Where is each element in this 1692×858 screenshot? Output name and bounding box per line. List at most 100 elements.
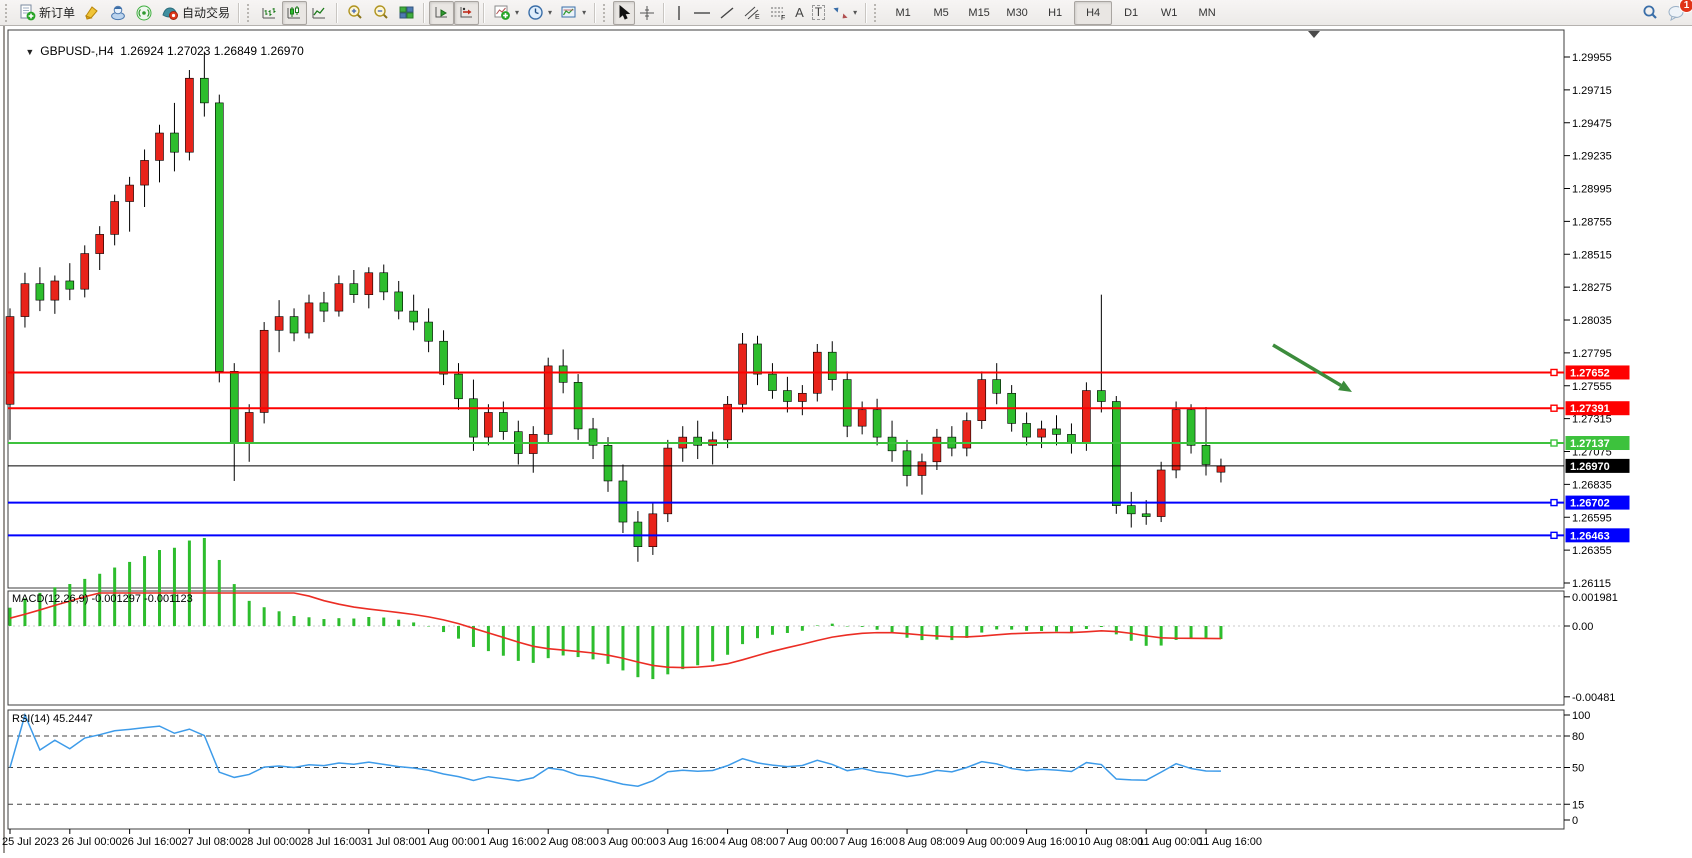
timeframe-m1-button[interactable]: M1 bbox=[895, 6, 911, 19]
svg-text:1.26835: 1.26835 bbox=[1572, 479, 1612, 491]
text-tool-button[interactable]: A bbox=[791, 1, 808, 25]
candle bbox=[200, 77, 209, 104]
toolbar-grip[interactable] bbox=[5, 3, 12, 22]
svg-text:-0.00481: -0.00481 bbox=[1572, 692, 1615, 704]
candle bbox=[439, 340, 448, 375]
svg-text:1.29235: 1.29235 bbox=[1572, 151, 1612, 163]
price-badge bbox=[1565, 365, 1630, 380]
fibonacci-tool-button[interactable]: F bbox=[765, 1, 791, 25]
candle bbox=[319, 302, 329, 312]
svg-text:31 Jul 08:00: 31 Jul 08:00 bbox=[361, 836, 421, 848]
notifications-button[interactable]: 1 bbox=[1663, 0, 1692, 25]
candle bbox=[1126, 505, 1136, 515]
price-chart[interactable]: 1.29955 1.29715 1.29475 1.29235 1.28995 1.287… bbox=[0, 26, 1692, 853]
candle bbox=[349, 283, 359, 295]
macd-signal-line bbox=[9, 592, 1221, 669]
candle bbox=[229, 371, 239, 443]
profile-button[interactable] bbox=[105, 1, 131, 25]
candle bbox=[618, 480, 628, 523]
svg-text:1.27652: 1.27652 bbox=[1570, 367, 1610, 379]
toolbar-separator bbox=[865, 2, 868, 23]
timeframe-m15-button[interactable]: M15 bbox=[968, 6, 990, 19]
drawn-arrow-object[interactable] bbox=[1272, 343, 1342, 387]
highlighter-button[interactable] bbox=[79, 1, 105, 25]
svg-text:1.26595: 1.26595 bbox=[1572, 512, 1612, 524]
timeframe-m5-button[interactable]: M5 bbox=[933, 6, 949, 19]
chart-shift-marker[interactable] bbox=[1308, 31, 1320, 38]
timeframe-d1-button[interactable]: D1 bbox=[1124, 6, 1139, 19]
new-order-label: 新订单 bbox=[39, 6, 76, 20]
candle bbox=[543, 365, 553, 435]
svg-text:1.28995: 1.28995 bbox=[1572, 184, 1612, 196]
arrows-tool-button[interactable]: ▾ bbox=[829, 1, 861, 25]
indicators-button[interactable]: ▾ bbox=[489, 1, 523, 25]
svg-text:1.29715: 1.29715 bbox=[1572, 85, 1612, 97]
candle bbox=[185, 77, 194, 153]
toolbar-grip[interactable] bbox=[874, 3, 881, 22]
text-label-tool-button[interactable]: T bbox=[808, 1, 829, 25]
search-button[interactable] bbox=[1637, 1, 1663, 25]
dropdown-arrow-icon: ▾ bbox=[515, 8, 520, 17]
candlestick-chart-icon bbox=[286, 4, 303, 21]
candle bbox=[1082, 390, 1091, 443]
equidistant-channel-icon: E bbox=[743, 5, 761, 21]
chart-shift-button[interactable] bbox=[454, 0, 480, 25]
broadcast-button[interactable] bbox=[131, 1, 157, 25]
auto-trading-button[interactable]: 自动交易 bbox=[157, 1, 234, 25]
svg-text:8 Aug 08:00: 8 Aug 08:00 bbox=[899, 836, 958, 848]
candle bbox=[454, 373, 463, 400]
periods-button[interactable]: ▾ bbox=[523, 1, 556, 25]
svg-text:0.00: 0.00 bbox=[1572, 621, 1593, 633]
candle bbox=[842, 379, 852, 427]
candle bbox=[274, 316, 284, 331]
equidistant-channel-tool-button[interactable]: E bbox=[739, 1, 765, 25]
bar-chart-button[interactable] bbox=[257, 1, 282, 25]
timeframe-m30-button[interactable]: M30 bbox=[1006, 6, 1028, 19]
zoom-out-button[interactable] bbox=[368, 1, 394, 25]
tile-windows-button[interactable] bbox=[394, 1, 419, 25]
svg-text:1.26970: 1.26970 bbox=[1570, 461, 1610, 473]
templates-button[interactable]: ▾ bbox=[556, 1, 590, 25]
candle bbox=[95, 234, 104, 254]
trendline-icon bbox=[719, 5, 735, 21]
candle bbox=[648, 513, 658, 548]
line-chart-button[interactable] bbox=[307, 1, 332, 25]
auto-scroll-button[interactable] bbox=[429, 0, 455, 25]
timeframe-h4-button[interactable]: H4 bbox=[1074, 0, 1113, 25]
svg-text:E: E bbox=[755, 14, 760, 21]
toolbar-separator bbox=[336, 2, 339, 23]
timeframe-h1-button[interactable]: H1 bbox=[1048, 6, 1063, 19]
candle bbox=[20, 283, 30, 317]
candle bbox=[798, 392, 807, 402]
dropdown-arrow-icon: ▾ bbox=[853, 8, 858, 17]
bar-chart-icon bbox=[261, 4, 278, 21]
arrows-tool-icon bbox=[833, 5, 849, 21]
candle bbox=[1112, 401, 1121, 506]
candle bbox=[558, 365, 568, 383]
candle bbox=[50, 280, 60, 301]
price-badge bbox=[1565, 458, 1630, 473]
svg-text:7 Aug 16:00: 7 Aug 16:00 bbox=[839, 836, 898, 848]
svg-text:1.29475: 1.29475 bbox=[1572, 118, 1612, 130]
timeframe-mn-button[interactable]: MN bbox=[1198, 6, 1216, 19]
cursor-tool-button[interactable] bbox=[613, 0, 636, 25]
trendline-tool-button[interactable] bbox=[715, 1, 739, 25]
toolbar-grip[interactable] bbox=[247, 3, 254, 22]
horizontal-line-tool-button[interactable] bbox=[689, 1, 715, 25]
candle bbox=[663, 447, 673, 515]
candle bbox=[1201, 445, 1211, 465]
toolbar-grip[interactable] bbox=[603, 3, 610, 22]
candle bbox=[1156, 469, 1166, 517]
rsi-line bbox=[9, 712, 1221, 788]
timeframe-w1-button[interactable]: W1 bbox=[1160, 6, 1178, 19]
svg-text:1.26463: 1.26463 bbox=[1570, 530, 1610, 542]
candle bbox=[1141, 513, 1151, 517]
new-order-button[interactable]: 新订单 bbox=[15, 1, 79, 25]
zoom-in-button[interactable] bbox=[342, 1, 368, 25]
candlestick-chart-button[interactable] bbox=[282, 0, 308, 25]
candle bbox=[1097, 390, 1106, 402]
svg-text:4 Aug 08:00: 4 Aug 08:00 bbox=[720, 836, 779, 848]
svg-text:F: F bbox=[781, 15, 785, 21]
vertical-line-tool-button[interactable] bbox=[669, 1, 689, 25]
crosshair-tool-button[interactable] bbox=[635, 1, 659, 25]
